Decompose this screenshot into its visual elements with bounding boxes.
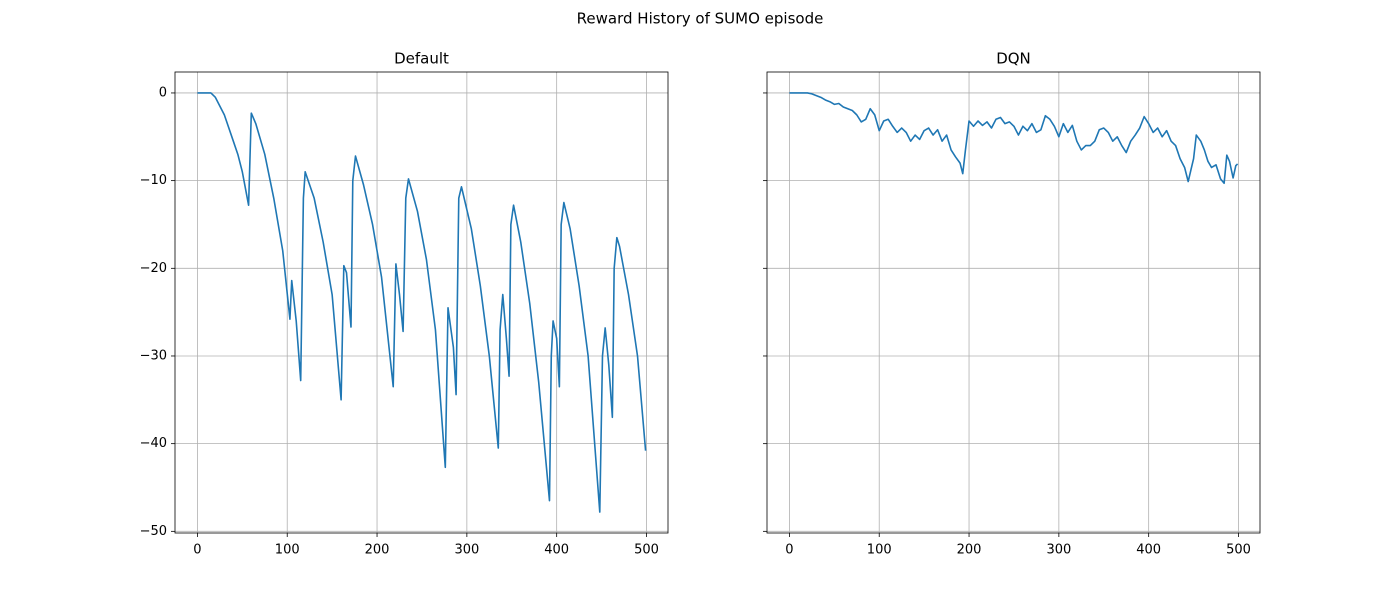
x-tick-label: 300	[1046, 543, 1071, 558]
axes-title: Default	[394, 50, 449, 68]
x-tick-label: 0	[193, 543, 201, 558]
y-tick-label: 0	[159, 85, 167, 100]
x-tick-label: 200	[365, 543, 390, 558]
data-line	[789, 92, 1239, 185]
x-tick-label: 400	[1136, 543, 1161, 558]
x-tick-label: 400	[544, 543, 569, 558]
data-line	[197, 92, 647, 513]
y-tick-label: −40	[140, 436, 167, 451]
axes-title: DQN	[996, 50, 1031, 68]
y-tick-label: −20	[140, 261, 167, 276]
y-tick-label: −50	[140, 524, 167, 539]
x-tick-label: 100	[867, 543, 892, 558]
axes-frame	[766, 71, 1261, 534]
x-tick-label: 200	[957, 543, 982, 558]
y-tick-label: −10	[140, 173, 167, 188]
y-tick-label: −30	[140, 348, 167, 363]
x-tick-label: 0	[785, 543, 793, 558]
figure-title: Reward History of SUMO episode	[577, 10, 824, 28]
x-tick-label: 100	[275, 543, 300, 558]
x-tick-label: 500	[634, 543, 659, 558]
x-tick-label: 500	[1226, 543, 1251, 558]
axes-frame	[174, 71, 669, 534]
x-tick-label: 300	[454, 543, 479, 558]
